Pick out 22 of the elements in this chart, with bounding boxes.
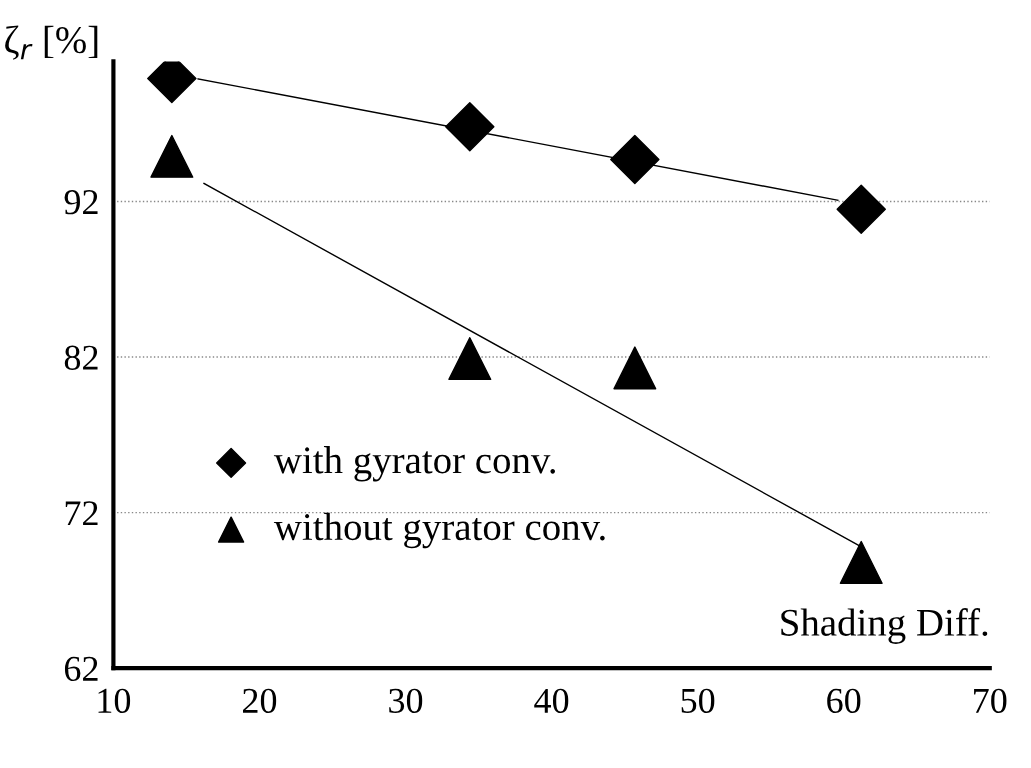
y-tick-label: 92: [64, 190, 98, 215]
point: [613, 346, 657, 390]
x-tick-label: 70: [974, 688, 1007, 714]
point: [610, 134, 660, 185]
y-tick-label: 62: [64, 656, 98, 682]
point: [836, 184, 886, 234]
x-tick-label: 30: [389, 688, 423, 714]
x-axis-title: Shading Diff.: [781, 608, 988, 644]
x-tick-label: 60: [827, 688, 861, 714]
legend-label: without gyrator conv.: [273, 512, 605, 549]
point: [445, 102, 495, 152]
point: [150, 134, 194, 178]
y-axis-title: ζ$_{r}$ [%]: [5, 25, 98, 60]
x-tick-label: 40: [534, 688, 569, 714]
y-tick-label: 82: [64, 345, 98, 370]
point: [839, 540, 883, 584]
x-tick-label: 20: [243, 688, 277, 714]
legend-label: with gyrator conv.: [273, 446, 555, 482]
point: [448, 337, 492, 381]
x-tick-label: 10: [98, 688, 131, 714]
x-tick-label: 50: [681, 688, 715, 714]
y-tick-label: 72: [65, 501, 98, 526]
